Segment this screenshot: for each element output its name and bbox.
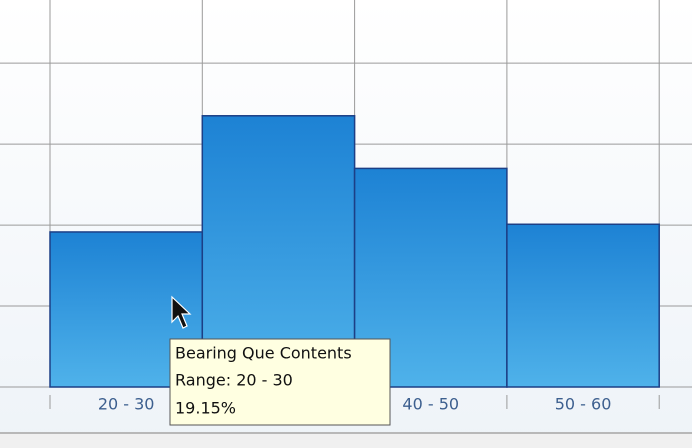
tooltip: Bearing Que Contents Range: 20 - 30 19.1… xyxy=(169,338,391,426)
bottom-bar xyxy=(0,432,692,448)
bar xyxy=(506,223,660,388)
tooltip-range: Range: 20 - 30 xyxy=(175,371,293,390)
cursor xyxy=(171,295,192,329)
x-tick-label: 50 - 60 xyxy=(555,395,612,414)
tooltip-box xyxy=(169,338,391,426)
x-tick-label: 40 - 50 xyxy=(402,395,459,414)
x-tick-label: 20 - 30 xyxy=(98,395,155,414)
tooltip-title: Bearing Que Contents xyxy=(175,344,352,363)
tooltip-value: 19.15% xyxy=(175,399,236,418)
